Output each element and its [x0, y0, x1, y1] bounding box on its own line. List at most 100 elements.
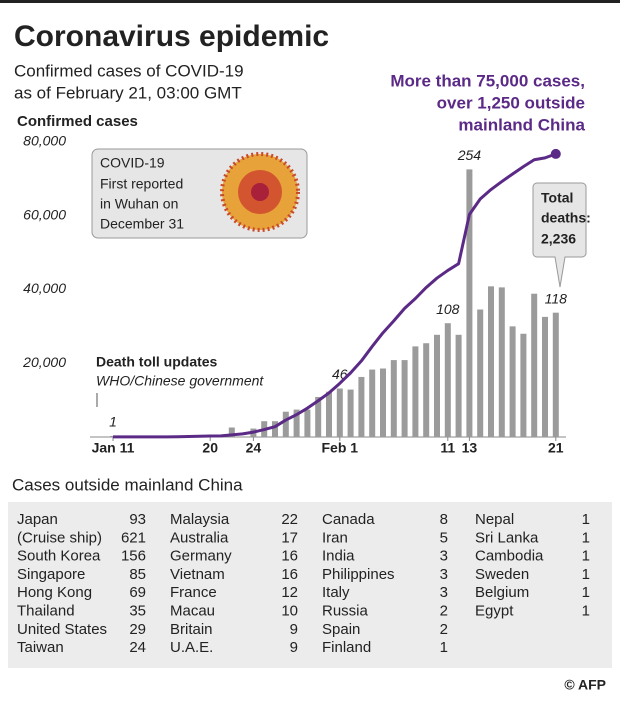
case-count: 1 — [582, 584, 590, 601]
bar — [552, 312, 559, 437]
death-source: WHO/Chinese government — [96, 373, 264, 389]
case-count: 156 — [121, 548, 146, 565]
death-note: Death toll updates — [96, 354, 218, 370]
x-tick-label: Feb 1 — [322, 440, 359, 456]
country: Sri Lanka — [475, 529, 539, 546]
callout-text: COVID-19 — [100, 155, 165, 171]
bar — [282, 411, 289, 437]
case-count: 3 — [440, 584, 448, 601]
case-count: 621 — [121, 529, 146, 546]
country: Singapore — [17, 566, 85, 583]
x-tick-label: 11 — [440, 440, 455, 456]
data-label: 1 — [109, 414, 117, 430]
bar — [228, 427, 235, 437]
end-dot — [550, 148, 561, 159]
bar — [347, 389, 354, 437]
bar — [542, 316, 548, 437]
callout: COVID-19 First reported in Wuhan on Dece… — [91, 148, 308, 239]
y-tick-label: 60,000 — [23, 206, 66, 222]
bar — [466, 169, 473, 437]
case-count: 85 — [129, 566, 146, 583]
table-title: Cases outside mainland China — [12, 475, 243, 494]
country: Russia — [322, 602, 369, 619]
country: Sweden — [475, 566, 529, 583]
case-count: 69 — [129, 584, 146, 601]
case-count: 3 — [440, 548, 448, 565]
case-count: 9 — [290, 621, 298, 638]
bar — [293, 409, 300, 437]
bar — [412, 346, 419, 437]
bar — [272, 421, 278, 437]
country: Japan — [17, 511, 58, 528]
bar — [423, 343, 430, 437]
headline: over 1,250 outside — [437, 93, 585, 112]
case-count: 12 — [281, 584, 298, 601]
virus-center — [251, 183, 269, 201]
top-rule — [0, 0, 620, 3]
case-count: 3 — [440, 566, 448, 583]
total-deaths-text: Total — [541, 190, 573, 206]
case-count: 35 — [129, 602, 146, 619]
country: Belgium — [475, 584, 529, 601]
y-tick-label: 40,000 — [23, 280, 66, 296]
x-tick-label: 21 — [548, 440, 564, 456]
x-tick-label: 13 — [462, 440, 478, 456]
country: Vietnam — [170, 566, 225, 583]
line — [113, 152, 557, 439]
country: Cambodia — [475, 548, 544, 565]
y-tick-label: 20,000 — [22, 354, 66, 370]
bar — [444, 323, 451, 437]
bar — [434, 334, 440, 437]
case-count: 2 — [440, 621, 448, 638]
case-count: 16 — [281, 548, 298, 565]
country: Germany — [170, 548, 232, 565]
case-count: 2 — [440, 602, 448, 619]
case-count: 1 — [582, 548, 590, 565]
case-count: 5 — [440, 529, 448, 546]
bar — [531, 293, 538, 437]
country: Macau — [170, 602, 215, 619]
case-count: 10 — [281, 602, 298, 619]
country: United States — [17, 621, 107, 638]
callout-text: December 31 — [100, 216, 184, 232]
bar — [369, 369, 376, 437]
country: India — [322, 548, 355, 565]
bar — [390, 360, 397, 437]
total-deaths-text: deaths: — [541, 210, 591, 226]
credit: © AFP — [564, 677, 606, 693]
case-count: 16 — [281, 566, 298, 583]
country: (Cruise ship) — [17, 529, 102, 546]
data-label: 118 — [545, 290, 568, 306]
x-tick-label: 24 — [246, 440, 262, 456]
case-count: 8 — [440, 511, 448, 528]
bar — [498, 287, 505, 437]
bar — [401, 360, 408, 437]
country: Canada — [322, 511, 375, 528]
country: Iran — [322, 529, 348, 546]
bar — [477, 309, 484, 437]
bar — [315, 396, 322, 437]
country: South Korea — [17, 548, 101, 565]
headline: mainland China — [458, 115, 585, 134]
case-count: 24 — [129, 639, 146, 656]
bar — [304, 409, 311, 437]
bar — [326, 391, 332, 437]
country: Nepal — [475, 511, 514, 528]
callout-text: First reported — [100, 176, 183, 192]
subtitle: as of February 21, 03:00 GMT — [14, 83, 242, 102]
country: Malaysia — [170, 511, 230, 528]
case-count: 1 — [440, 639, 448, 656]
bar — [380, 368, 386, 437]
country: Spain — [322, 621, 360, 638]
total-deaths: Total deaths: 2,236 — [532, 182, 591, 288]
country: Egypt — [475, 602, 514, 619]
country: Finland — [322, 639, 371, 656]
case-count: 1 — [582, 529, 590, 546]
bar — [488, 286, 494, 437]
data-label: 254 — [457, 147, 482, 163]
case-count: 1 — [582, 511, 590, 528]
chart-title: Coronavirus epidemic — [14, 20, 329, 53]
y-tick-label: 80,000 — [23, 133, 66, 149]
total-deaths-box — [532, 182, 587, 288]
